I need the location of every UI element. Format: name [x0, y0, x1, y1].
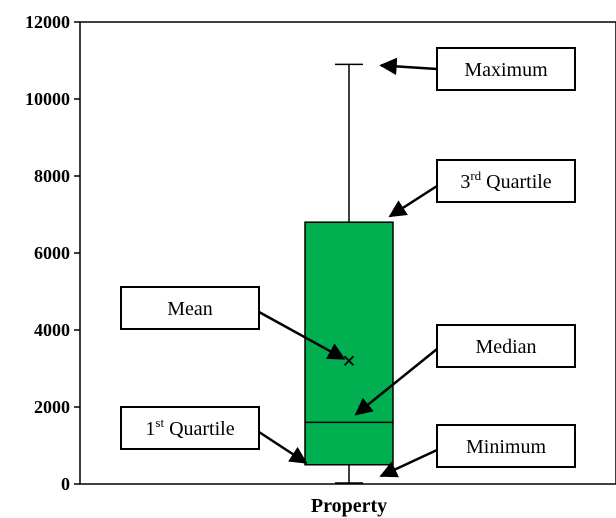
annotation-maximum: Maximum	[436, 47, 576, 91]
y-tick-label: 6000	[34, 243, 70, 263]
y-axis-ticks: 0 2000 4000 6000 8000 10000 12000	[25, 12, 80, 494]
annotation-mean-label: Mean	[167, 298, 213, 320]
annotation-minimum: Minimum	[436, 424, 576, 468]
y-tick-label: 10000	[25, 89, 70, 109]
mean-marker-stroke	[343, 355, 355, 366]
arrow-minimum	[379, 448, 438, 478]
annotation-mean: Mean	[120, 286, 260, 330]
mean-marker	[343, 355, 355, 366]
arrow-maximum	[379, 57, 438, 76]
y-tick-label: 8000	[34, 166, 70, 186]
annotation-q3-label: 3rd Quartile	[460, 168, 551, 193]
annotation-q1-label: 1st Quartile	[145, 415, 234, 440]
arrow-mean	[258, 310, 346, 360]
annotation-q1-rest: Quartile	[164, 418, 235, 440]
annotation-median-label: Median	[475, 336, 536, 358]
annotation-q1: 1st Quartile	[120, 406, 260, 450]
arrow-q1	[258, 430, 308, 464]
y-tick-label: 4000	[34, 320, 70, 340]
annotation-q3-base: 3	[460, 171, 470, 193]
annotation-q3-sup: rd	[470, 168, 481, 183]
annotation-maximum-label: Maximum	[464, 59, 548, 81]
annotation-q1-base: 1	[145, 418, 155, 440]
annotation-q1-sup: st	[155, 415, 164, 430]
x-category-label: Property	[311, 495, 387, 517]
arrow-q3	[388, 184, 438, 218]
annotation-minimum-label: Minimum	[466, 436, 546, 458]
y-tick-label: 0	[61, 474, 70, 494]
annotation-arrows	[258, 57, 438, 478]
interquartile-box	[304, 221, 394, 466]
y-tick-label: 2000	[34, 397, 70, 417]
arrow-median	[354, 348, 438, 416]
y-tick-label: 12000	[25, 12, 70, 32]
annotation-q3-rest: Quartile	[481, 171, 552, 193]
annotation-median: Median	[436, 324, 576, 368]
annotation-q3: 3rd Quartile	[436, 159, 576, 203]
